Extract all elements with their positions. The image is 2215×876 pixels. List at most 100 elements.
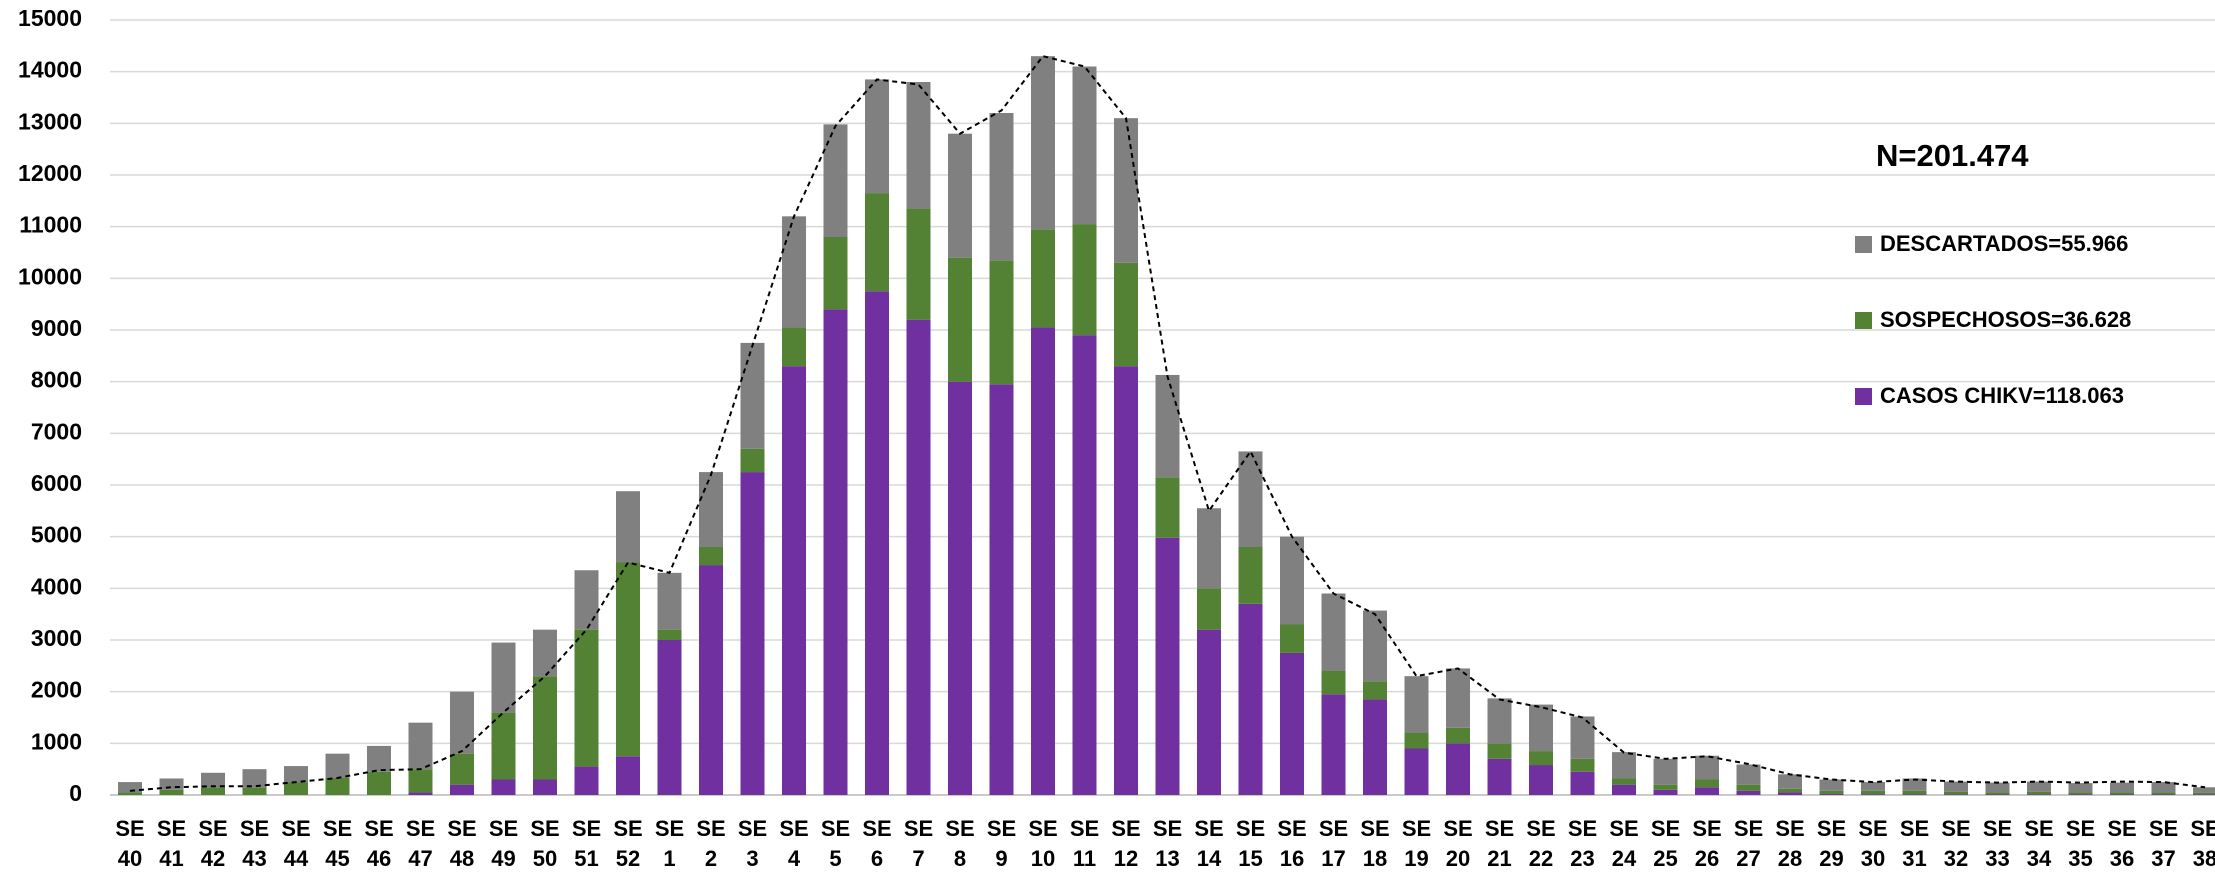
- bar-segment: [2068, 794, 2093, 795]
- bar-segment: [491, 779, 516, 795]
- bar-segment: [1778, 792, 1802, 795]
- x-tick-label: SE 14: [1194, 816, 1224, 871]
- bar-segment: [740, 342, 765, 449]
- x-tick-label: SE 11: [1069, 816, 1100, 871]
- x-tick-label: SE 25: [1650, 816, 1681, 871]
- bar-segment: [201, 787, 225, 795]
- bar-segment: [2027, 781, 2051, 792]
- bar-segment: [1612, 778, 1636, 785]
- bar-segment: [1114, 262, 1138, 367]
- bar-segment: [1280, 536, 1304, 625]
- y-tick-label: 9000: [31, 315, 82, 341]
- y-tick-label: 4000: [31, 573, 82, 599]
- bar-segment: [906, 208, 931, 320]
- bar-segment: [2110, 792, 2134, 795]
- bar-segment: [699, 472, 723, 547]
- legend-label: CASOS CHIKV=118.063: [1880, 383, 2124, 408]
- bar-segment: [948, 133, 972, 258]
- x-tick-label: SE 41: [156, 816, 187, 871]
- legend-label: SOSPECHOSOS=36.628: [1880, 307, 2131, 332]
- bar-segment: [989, 113, 1014, 261]
- x-tick-label: SE 10: [1028, 816, 1058, 871]
- x-tick-label: SE 30: [1858, 816, 1888, 871]
- x-tick-label: SE 52: [613, 816, 643, 871]
- bar-segment: [533, 629, 557, 677]
- bar-segment: [1944, 791, 1968, 795]
- bar-segment: [740, 472, 765, 795]
- legend-swatch: [1855, 312, 1872, 329]
- x-tick-label: SE 23: [1567, 816, 1598, 871]
- bar-segment: [906, 82, 931, 209]
- bar-segment: [1072, 335, 1097, 795]
- x-tick-label: SE 1: [654, 816, 685, 871]
- bar-segment: [1985, 782, 2010, 793]
- bar-segment: [325, 753, 350, 778]
- bar-segment: [2193, 787, 2215, 793]
- bar-segment: [1031, 56, 1055, 230]
- x-tick-label: SE 38: [2190, 816, 2215, 871]
- x-tick-label: SE 49: [488, 816, 519, 871]
- x-tick-label: SE 32: [1941, 816, 1971, 871]
- bar-segment: [1529, 704, 1553, 752]
- bar-segment: [1155, 537, 1180, 795]
- bar-segment: [1487, 743, 1512, 759]
- legend-swatch: [1855, 388, 1872, 405]
- bar-segment: [1487, 698, 1512, 744]
- x-tick-label: SE 22: [1526, 816, 1556, 871]
- bar-segment: [2193, 792, 2215, 795]
- bar-segment: [1819, 790, 1844, 794]
- bar-segment: [408, 722, 433, 770]
- bar-segment: [1446, 727, 1470, 744]
- bar-segment: [1861, 790, 1885, 795]
- bar-segment: [1363, 681, 1387, 700]
- bar-segment: [1280, 624, 1304, 653]
- bar-segment: [2068, 783, 2093, 793]
- bar-segment: [159, 778, 184, 790]
- bar-segment: [533, 676, 557, 780]
- bar-segment: [1985, 794, 2010, 795]
- bar-segment: [1570, 758, 1595, 772]
- bar-segment: [201, 772, 225, 788]
- bar-segment: [1197, 508, 1221, 589]
- bar-segment: [408, 769, 433, 793]
- bar-segment: [1570, 716, 1595, 759]
- bar-segment: [1363, 610, 1387, 682]
- bar-segment: [1404, 733, 1429, 749]
- bar-segment: [657, 640, 682, 795]
- x-tick-label: SE 7: [903, 816, 934, 871]
- bar-segment: [1321, 671, 1346, 695]
- bar-segment: [1861, 782, 1885, 791]
- bar-segment: [367, 745, 391, 772]
- y-tick-label: 5000: [31, 522, 82, 548]
- bar-segment: [989, 260, 1014, 385]
- bar-segment: [616, 491, 640, 563]
- x-tick-label: SE 26: [1692, 816, 1722, 871]
- x-tick-label: SE 19: [1401, 816, 1432, 871]
- bar-segment: [1321, 694, 1346, 795]
- x-tick-label: SE 8: [945, 816, 975, 871]
- bar-segment: [2151, 782, 2176, 793]
- bar-segment: [1985, 792, 2010, 795]
- bar-segment: [1861, 794, 1885, 795]
- bar-segment: [989, 384, 1014, 795]
- bar-segment: [823, 237, 848, 310]
- bar-segment: [1238, 451, 1263, 547]
- bar-segment: [1819, 779, 1844, 791]
- bar-segment: [1280, 652, 1304, 795]
- bar-segment: [699, 565, 723, 795]
- bar-segment: [1944, 794, 1968, 795]
- x-tick-label: SE 36: [2107, 816, 2137, 871]
- bar-segment: [533, 779, 557, 795]
- bar-segment: [948, 381, 972, 795]
- bar-segment: [616, 756, 640, 795]
- bar-segment: [1404, 676, 1429, 733]
- bar-segment: [1446, 743, 1470, 795]
- x-tick-label: SE 21: [1484, 816, 1515, 871]
- bar-segment: [450, 691, 474, 754]
- bar-segment: [1155, 477, 1180, 538]
- bar-segment: [1653, 789, 1678, 795]
- bar-segment: [574, 570, 599, 630]
- x-tick-label: SE 12: [1111, 816, 1141, 871]
- bar-segment: [1321, 593, 1346, 671]
- bar-segment: [1902, 790, 1927, 795]
